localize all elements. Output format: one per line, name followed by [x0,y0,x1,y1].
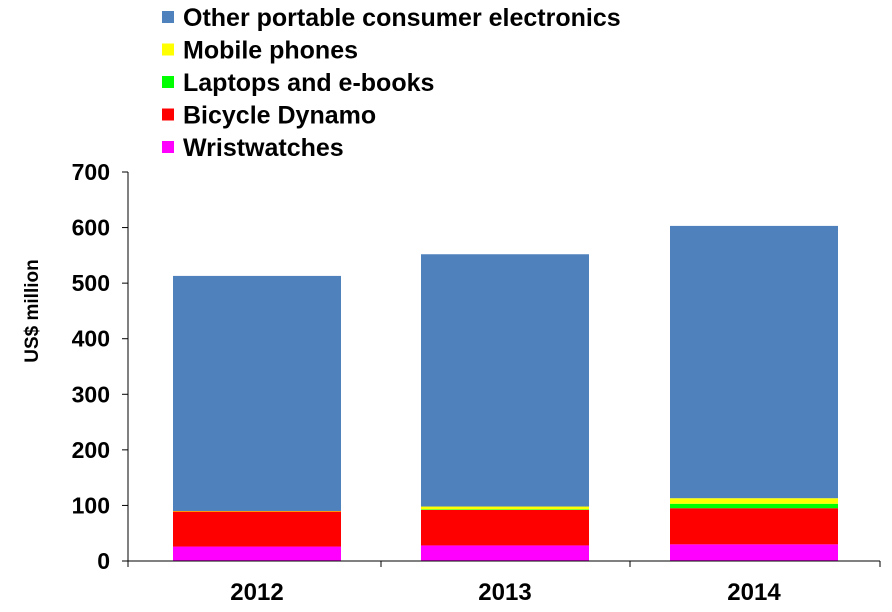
bar-other-portable-consumer-electronics-2013 [421,254,589,507]
y-tick-label-100: 100 [72,492,110,518]
bar-wristwatches-2013 [421,545,589,561]
legend-swatch-bicycle-dynamo [162,108,174,121]
legend-label-mobile-phones: Mobile phones [183,37,358,65]
y-tick-label-200: 200 [72,437,110,463]
legend: Other portable consumer electronics Mobil… [162,4,621,162]
legend-swatch-wristwatches [162,141,174,153]
bar-mobile-phones-2014 [670,498,838,504]
axes: 0 100 200 300 400 500 600 700 2012 2013 2014 [72,159,881,606]
y-tick-label-400: 400 [72,326,110,352]
bar-mobile-phones-2012 [173,510,341,512]
legend-label-laptops-and-e-books: Laptops and e-books [183,69,434,97]
bar-mobile-phones-2013 [421,506,589,510]
bar-laptops-and-e-books-2013 [421,509,589,510]
bar-other-portable-consumer-electronics-2012 [173,275,341,511]
y-tick-label-300: 300 [72,381,110,407]
legend-swatch-laptops-and-e-books [162,76,174,88]
legend-label-bicycle-dynamo: Bicycle Dynamo [183,102,376,130]
legend-swatch-other-portable-consumer-electronics [162,11,174,23]
legend-swatch-mobile-phones [162,43,174,56]
bar-wristwatches-2012 [173,546,341,561]
bar-bicycle-dynamo-2014 [670,508,838,545]
y-tick-label-0: 0 [97,548,110,574]
x-tick-label-2012: 2012 [230,579,283,606]
y-tick-label-600: 600 [72,215,110,241]
y-tick-label-500: 500 [72,270,110,296]
bar-bicycle-dynamo-2012 [173,511,341,547]
legend-label-other-portable-consumer-electronics: Other portable consumer electronics [183,4,621,32]
bar-laptops-and-e-books-2014 [670,503,838,509]
bar-other-portable-consumer-electronics-2014 [670,225,838,499]
bars [173,225,838,561]
bar-wristwatches-2014 [670,544,838,561]
x-tick-label-2013: 2013 [478,579,531,606]
y-axis-label: US$ million [22,259,43,362]
y-tick-label-700: 700 [72,159,110,185]
legend-label-wristwatches: Wristwatches [183,134,344,162]
x-tick-label-2014: 2014 [727,579,781,606]
bar-bicycle-dynamo-2013 [421,509,589,546]
